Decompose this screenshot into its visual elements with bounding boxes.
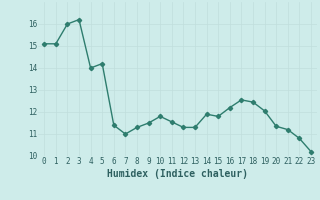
X-axis label: Humidex (Indice chaleur): Humidex (Indice chaleur) (107, 169, 248, 179)
